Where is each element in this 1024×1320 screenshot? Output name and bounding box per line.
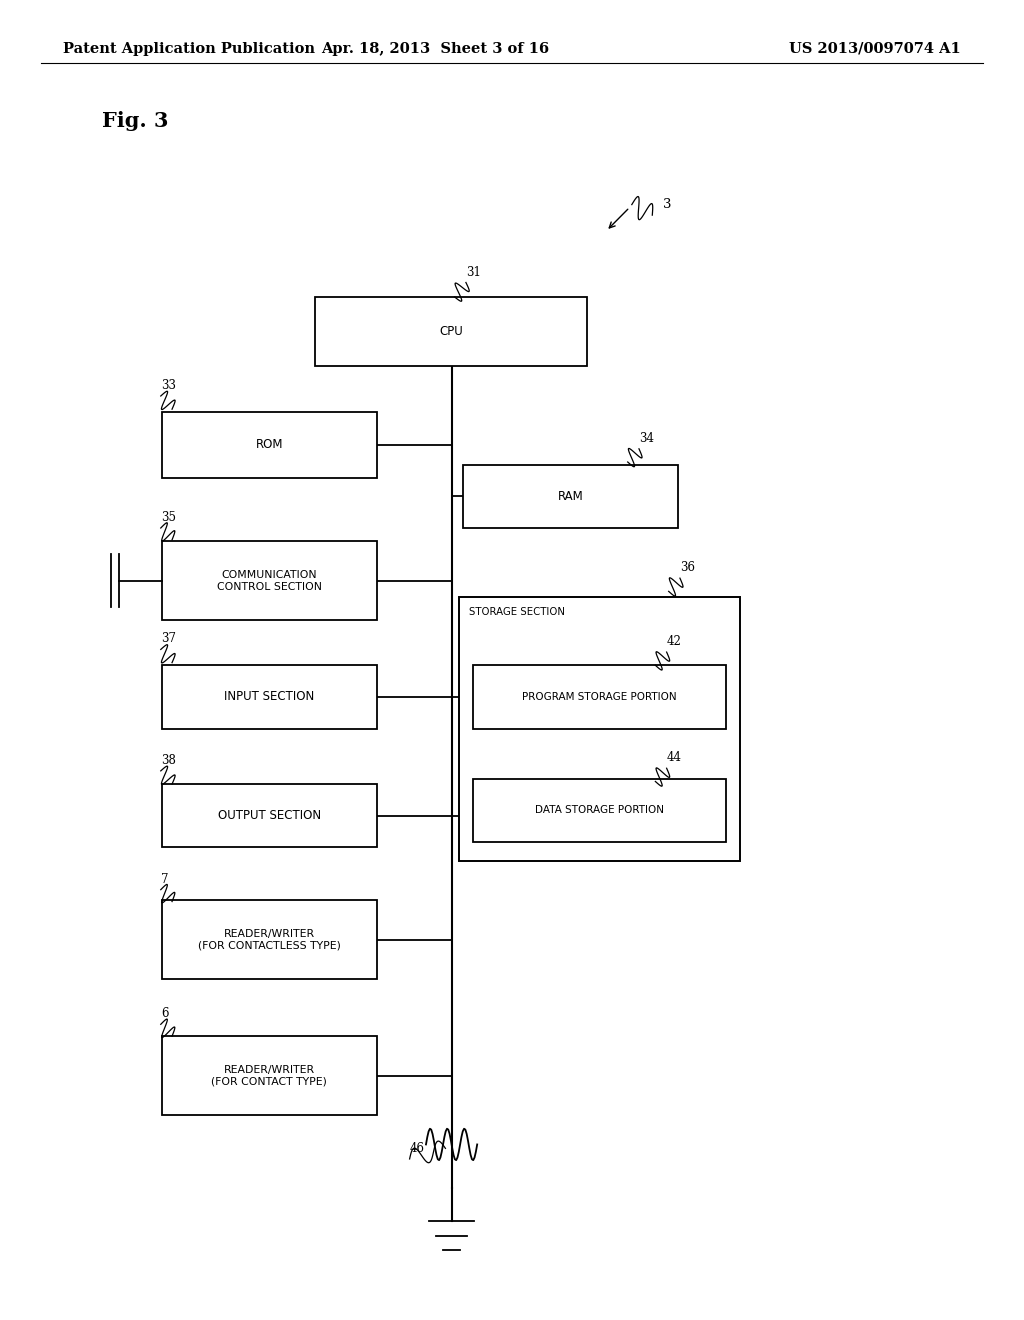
Text: Patent Application Publication: Patent Application Publication <box>63 42 315 55</box>
Text: RAM: RAM <box>557 490 584 503</box>
Bar <box>473 779 726 842</box>
Text: STORAGE SECTION: STORAGE SECTION <box>469 607 565 618</box>
Text: 7: 7 <box>161 873 168 886</box>
Text: 42: 42 <box>667 635 682 648</box>
Text: ROM: ROM <box>256 438 283 451</box>
Text: 34: 34 <box>639 432 654 445</box>
Text: 6: 6 <box>161 1007 168 1020</box>
Bar <box>162 541 377 620</box>
Text: OUTPUT SECTION: OUTPUT SECTION <box>218 809 321 822</box>
Bar <box>162 900 377 979</box>
Text: Apr. 18, 2013  Sheet 3 of 16: Apr. 18, 2013 Sheet 3 of 16 <box>322 42 549 55</box>
Bar <box>162 784 377 847</box>
Text: 31: 31 <box>466 265 481 279</box>
Text: READER/WRITER
(FOR CONTACTLESS TYPE): READER/WRITER (FOR CONTACTLESS TYPE) <box>198 929 341 950</box>
Bar <box>459 597 740 861</box>
Text: CPU: CPU <box>439 325 463 338</box>
Text: INPUT SECTION: INPUT SECTION <box>224 690 314 704</box>
Bar <box>473 665 726 729</box>
Text: US 2013/0097074 A1: US 2013/0097074 A1 <box>788 42 961 55</box>
Bar <box>162 1036 377 1115</box>
Text: 33: 33 <box>161 379 176 392</box>
Text: 36: 36 <box>680 561 695 574</box>
Text: 37: 37 <box>161 632 176 645</box>
Text: COMMUNICATION
CONTROL SECTION: COMMUNICATION CONTROL SECTION <box>217 570 322 591</box>
Text: 35: 35 <box>161 511 176 524</box>
Text: PROGRAM STORAGE PORTION: PROGRAM STORAGE PORTION <box>522 692 677 702</box>
Text: 3: 3 <box>663 198 671 211</box>
Bar <box>162 412 377 478</box>
Bar <box>315 297 587 366</box>
Text: 44: 44 <box>667 751 682 764</box>
Text: 46: 46 <box>410 1142 425 1155</box>
Text: 38: 38 <box>161 754 176 767</box>
Text: READER/WRITER
(FOR CONTACT TYPE): READER/WRITER (FOR CONTACT TYPE) <box>211 1065 328 1086</box>
Bar <box>463 465 678 528</box>
Text: Fig. 3: Fig. 3 <box>102 111 169 132</box>
Bar <box>162 665 377 729</box>
Text: DATA STORAGE PORTION: DATA STORAGE PORTION <box>536 805 664 816</box>
